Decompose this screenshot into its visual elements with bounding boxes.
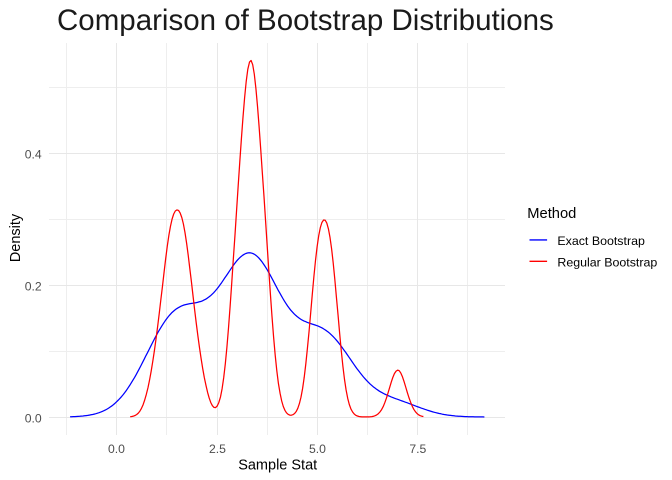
svg-text:Exact Bootstrap: Exact Bootstrap (557, 234, 645, 248)
svg-text:Sample Stat: Sample Stat (238, 457, 317, 473)
svg-text:0.0: 0.0 (108, 442, 125, 456)
svg-text:Comparison of Bootstrap Distri: Comparison of Bootstrap Distributions (57, 4, 554, 37)
svg-text:0.0: 0.0 (25, 411, 42, 425)
svg-text:5.0: 5.0 (309, 442, 326, 456)
svg-text:7.5: 7.5 (409, 442, 426, 456)
svg-text:2.5: 2.5 (209, 442, 226, 456)
svg-text:0.4: 0.4 (25, 147, 42, 161)
svg-text:Density: Density (8, 213, 24, 262)
svg-text:0.2: 0.2 (25, 279, 42, 293)
svg-text:Regular Bootstrap: Regular Bootstrap (557, 255, 657, 269)
svg-text:Method: Method (527, 206, 576, 222)
